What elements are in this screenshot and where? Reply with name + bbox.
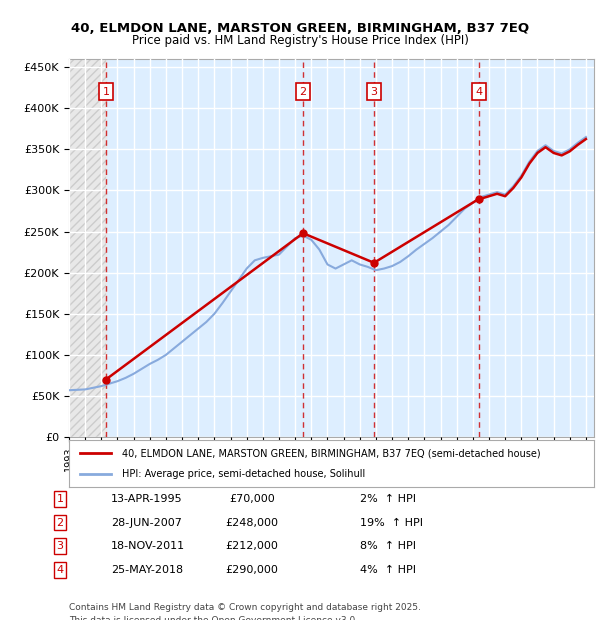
Text: 19%  ↑ HPI: 19% ↑ HPI — [360, 518, 423, 528]
Text: 2: 2 — [56, 518, 64, 528]
Text: 18-NOV-2011: 18-NOV-2011 — [111, 541, 185, 551]
Text: 4: 4 — [56, 565, 64, 575]
Text: 8%  ↑ HPI: 8% ↑ HPI — [360, 541, 416, 551]
Text: 2: 2 — [299, 87, 307, 97]
Text: £212,000: £212,000 — [226, 541, 278, 551]
Text: 25-MAY-2018: 25-MAY-2018 — [111, 565, 183, 575]
Text: 40, ELMDON LANE, MARSTON GREEN, BIRMINGHAM, B37 7EQ: 40, ELMDON LANE, MARSTON GREEN, BIRMINGH… — [71, 22, 529, 35]
Text: £290,000: £290,000 — [226, 565, 278, 575]
Text: 28-JUN-2007: 28-JUN-2007 — [111, 518, 182, 528]
Text: £70,000: £70,000 — [229, 494, 275, 504]
Text: £248,000: £248,000 — [226, 518, 278, 528]
Text: 3: 3 — [56, 541, 64, 551]
Text: This data is licensed under the Open Government Licence v3.0.: This data is licensed under the Open Gov… — [69, 616, 358, 620]
Text: HPI: Average price, semi-detached house, Solihull: HPI: Average price, semi-detached house,… — [121, 469, 365, 479]
Text: 1: 1 — [56, 494, 64, 504]
Text: 2%  ↑ HPI: 2% ↑ HPI — [360, 494, 416, 504]
Text: Price paid vs. HM Land Registry's House Price Index (HPI): Price paid vs. HM Land Registry's House … — [131, 34, 469, 47]
Text: 1: 1 — [103, 87, 109, 97]
Text: 13-APR-1995: 13-APR-1995 — [111, 494, 182, 504]
Text: Contains HM Land Registry data © Crown copyright and database right 2025.: Contains HM Land Registry data © Crown c… — [69, 603, 421, 612]
Text: 40, ELMDON LANE, MARSTON GREEN, BIRMINGHAM, B37 7EQ (semi-detached house): 40, ELMDON LANE, MARSTON GREEN, BIRMINGH… — [121, 448, 540, 458]
Text: 3: 3 — [370, 87, 377, 97]
Text: 4%  ↑ HPI: 4% ↑ HPI — [360, 565, 416, 575]
Text: 4: 4 — [476, 87, 483, 97]
Bar — [69, 59, 106, 437]
Bar — [69, 59, 106, 437]
